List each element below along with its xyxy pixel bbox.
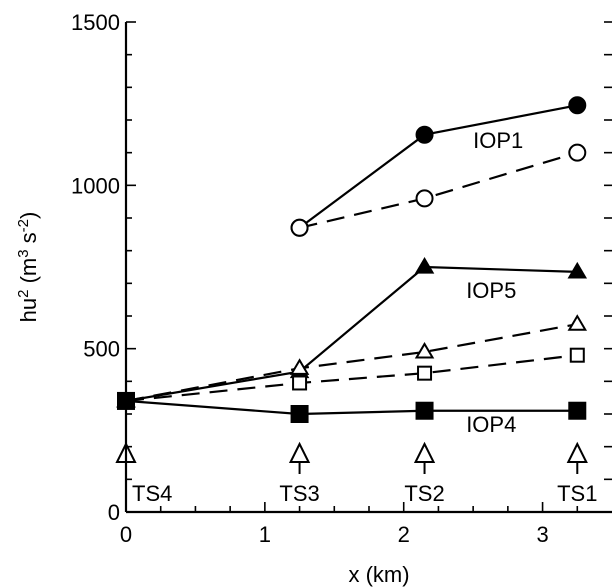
data-point-iop5-solid (414, 257, 435, 274)
station-triangle-ts1 (566, 441, 588, 463)
y-tick-label: 500 (83, 337, 120, 362)
series-line-iop5-dashed (125, 323, 578, 403)
series-line-iop1-dashed (299, 151, 578, 229)
data-point-iop4-solid (568, 401, 587, 420)
data-point-iop1-solid (568, 96, 587, 115)
data-point-iop4-dashed (417, 365, 433, 381)
y-axis-title-part: ) (16, 212, 41, 219)
data-point-iop1-dashed (568, 143, 587, 162)
x-tick-label: 0 (120, 522, 132, 547)
station-label-ts4: TS4 (132, 481, 172, 506)
y-axis-title-superscript: -2 (15, 219, 32, 232)
y-tick-label: 1500 (71, 10, 120, 35)
series-line-iop5-solid (125, 265, 578, 403)
data-point-iop4-dashed (569, 347, 585, 363)
data-point-iop5-dashed (289, 358, 310, 375)
data-point-iop5-solid (567, 261, 588, 279)
y-axis-title: hu2 (m3 s-2) (15, 212, 42, 323)
data-point-iop4-dashed (292, 375, 308, 391)
series-group (125, 104, 578, 416)
series-label-iop4: IOP4 (466, 412, 516, 437)
y-tick-label: 0 (108, 500, 120, 525)
x-tick-label: 3 (536, 522, 548, 547)
data-point-iop1-dashed (290, 218, 309, 237)
data-point-iop1-dashed (415, 189, 434, 208)
station-label-ts3: TS3 (279, 481, 319, 506)
y-tick-label: 1000 (71, 173, 120, 198)
series-line-iop4-dashed (125, 354, 578, 403)
series-line-iop4-solid (125, 399, 578, 416)
data-point-iop1-solid (415, 125, 434, 144)
x-axis-title: x (km) (348, 562, 409, 587)
y-axis-title-superscript: 2 (15, 290, 32, 298)
data-point-iop5-dashed (567, 314, 588, 331)
data-point-iop4-solid (290, 405, 309, 423)
data-point-iop4-solid (415, 401, 434, 420)
series-line-iop1-solid (298, 104, 578, 229)
y-axis-title-part: hu (16, 298, 41, 322)
series-label-iop1: IOP1 (473, 128, 523, 153)
x-tick-label: 1 (259, 522, 271, 547)
series-label-iop5: IOP5 (466, 278, 516, 303)
marker-group (116, 96, 588, 423)
station-triangle-ts2 (413, 441, 436, 463)
station-label-ts1: TS1 (557, 481, 597, 506)
x-tick-label: 2 (398, 522, 410, 547)
y-axis-title-superscript: 3 (15, 249, 32, 257)
data-point-iop5-dashed (414, 341, 435, 359)
station-label-ts2: TS2 (404, 481, 444, 506)
station-triangle-ts3 (288, 441, 311, 463)
y-axis-title-part: (m (16, 258, 41, 290)
y-axis-title-part: s (16, 232, 41, 249)
